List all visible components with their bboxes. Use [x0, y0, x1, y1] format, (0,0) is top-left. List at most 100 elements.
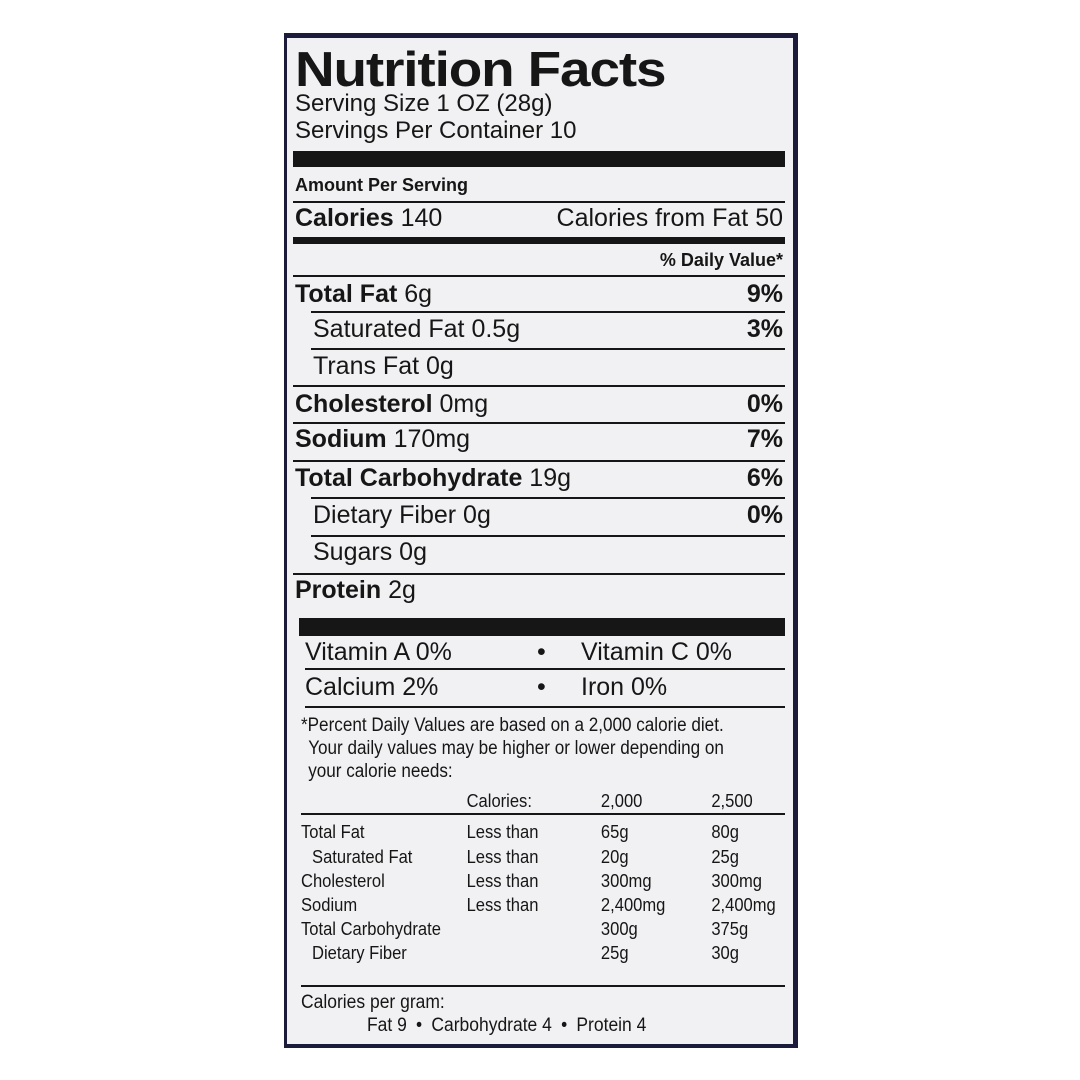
calories-from-fat: Calories from Fat 50 — [556, 204, 783, 232]
dv-qualifier: Less than — [466, 871, 539, 891]
protein-calories-per-gram: Protein 4 — [576, 1015, 647, 1036]
divider-thick — [293, 151, 785, 167]
amount-per-serving-text: Amount Per Serving — [295, 175, 469, 195]
dv-qualifier: Less than — [466, 895, 539, 915]
divider — [311, 535, 785, 537]
dv-qualifier: Less than — [466, 847, 539, 867]
footnote: *Percent Daily Values are based on a 2,0… — [301, 714, 735, 783]
nutrient-dv: 7% — [746, 425, 783, 453]
nutrient-row-protein: Protein 2g — [295, 576, 783, 605]
nutrient-amount: 0.5g — [471, 315, 521, 343]
dv-2000: 20g — [600, 847, 629, 867]
divider — [305, 668, 785, 670]
carbohydrate-calories-per-gram: Carbohydrate 4 — [431, 1015, 552, 1036]
nutrient-row-total-carbohydrate: Total Carbohydrate 19g 6% — [295, 464, 783, 493]
dv-nutrient: Cholesterol — [301, 871, 385, 891]
dv-2500: 30g — [711, 943, 739, 963]
bullet: • — [561, 1015, 568, 1036]
calories-value: 140 — [400, 204, 443, 232]
divider — [311, 348, 785, 350]
dv-2500: 300mg — [711, 871, 762, 891]
nutrient-amount: 2g — [388, 576, 416, 604]
label-title: Nutrition Facts — [295, 43, 667, 97]
dv-header-calories: Calories: — [466, 791, 532, 811]
nutrient-label: Sugars — [313, 538, 393, 566]
divider — [293, 385, 785, 387]
divider — [293, 460, 785, 462]
nutrient-amount: 0g — [399, 538, 427, 566]
nutrient-row-total-fat: Total Fat 6g 9% — [295, 280, 783, 309]
nutrient-amount: 0mg — [439, 390, 489, 418]
dv-header-2500: 2,500 — [711, 791, 753, 811]
iron: Iron 0% — [581, 673, 668, 701]
dv-table-row: Total Fat Less than 65g 80g — [301, 822, 744, 844]
dv-2000: 300mg — [600, 871, 652, 891]
nutrient-amount: 0g — [463, 501, 491, 529]
nutrient-dv: 0% — [746, 390, 783, 418]
nutrient-label: Trans Fat — [313, 352, 420, 380]
dv-2000: 2,400mg — [600, 895, 666, 915]
divider — [311, 311, 785, 313]
bullet: • — [537, 638, 546, 666]
dv-nutrient: Total Fat — [301, 822, 365, 842]
divider — [301, 813, 785, 815]
nutrient-row-sugars: Sugars 0g — [295, 538, 783, 567]
dv-table-row: Sodium Less than 2,400mg 2,400mg — [301, 895, 776, 917]
dv-2500: 2,400mg — [711, 895, 776, 915]
fat-calories-per-gram: Fat 9 — [367, 1015, 407, 1036]
dv-nutrient: Dietary Fiber — [312, 943, 407, 963]
nutrient-label: Dietary Fiber — [313, 501, 457, 529]
dv-table-header: Calories: 2,000 2,500 — [301, 791, 753, 813]
dv-nutrient: Sodium — [301, 895, 358, 915]
daily-value-header: % Daily Value* — [295, 250, 783, 271]
divider-thick — [299, 618, 785, 636]
bullet: • — [416, 1015, 423, 1036]
nutrient-row-sodium: Sodium 170mg 7% — [295, 425, 783, 454]
nutrient-label: Total Fat — [295, 280, 398, 308]
dv-2000: 25g — [600, 943, 629, 963]
servings-per-container: Servings Per Container 10 — [295, 117, 783, 145]
dv-2500: 375g — [711, 919, 749, 939]
nutrient-dv: 0% — [746, 501, 783, 529]
calories-per-gram-label: Calories per gram: — [301, 992, 744, 1014]
nutrient-dv: 3% — [746, 315, 783, 343]
divider-medium — [293, 237, 785, 244]
nutrient-dv: 9% — [746, 280, 783, 308]
nutrient-dv: 6% — [746, 464, 783, 492]
dv-2500: 25g — [711, 847, 739, 867]
nutrient-row-cholesterol: Cholesterol 0mg 0% — [295, 390, 783, 419]
footnote-line: Your daily values may be higher or lower… — [308, 738, 724, 759]
nutrient-amount: 19g — [529, 464, 572, 492]
nutrient-amount: 6g — [404, 280, 433, 308]
nutrient-label: Protein — [295, 576, 382, 604]
calcium: Calcium 2% — [305, 673, 439, 701]
footnote-line: your calorie needs: — [308, 761, 453, 782]
divider — [293, 422, 785, 424]
serving-size-text: Serving Size 1 OZ (28g) — [295, 90, 553, 117]
calories-row: Calories 140 Calories from Fat 50 — [295, 204, 783, 233]
calories-per-gram-values: Fat 9 • Carbohydrate 4 • Protein 4 — [367, 1015, 750, 1037]
nutrient-amount: 170mg — [393, 425, 471, 453]
divider — [293, 275, 785, 277]
dv-nutrient: Total Carbohydrate — [301, 919, 441, 939]
nutrient-label: Saturated Fat — [313, 315, 465, 343]
divider — [311, 497, 785, 499]
dv-qualifier: Less than — [466, 822, 539, 842]
bullet: • — [537, 673, 546, 701]
nutrient-label: Total Carbohydrate — [295, 464, 523, 492]
divider — [301, 985, 785, 987]
nutrient-row-trans-fat: Trans Fat 0g — [295, 352, 783, 381]
dv-2500: 80g — [711, 822, 739, 842]
dv-2000: 65g — [600, 822, 629, 842]
daily-value-header-text: % Daily Value* — [659, 250, 783, 270]
dv-nutrient: Saturated Fat — [312, 847, 413, 867]
serving-size: Serving Size 1 OZ (28g) — [295, 90, 783, 118]
nutrient-row-dietary-fiber: Dietary Fiber 0g 0% — [295, 501, 783, 530]
dv-table-row: Cholesterol Less than 300mg 300mg — [301, 871, 762, 893]
footnote-line: *Percent Daily Values are based on a 2,0… — [301, 715, 724, 736]
calories-label: Calories — [295, 204, 394, 232]
divider — [293, 201, 785, 203]
amount-per-serving: Amount Per Serving — [295, 175, 783, 196]
divider — [293, 573, 785, 575]
nutrition-facts-label: Nutrition Facts Serving Size 1 OZ (28g) … — [287, 38, 793, 1044]
